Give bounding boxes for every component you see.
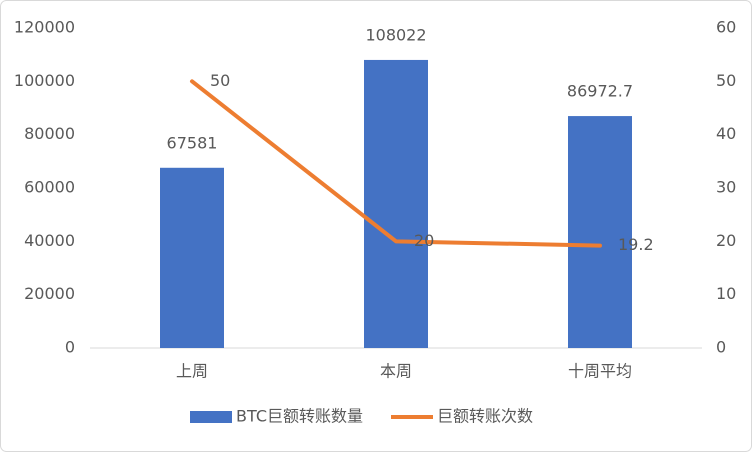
legend-label: BTC巨额转账数量 [236,407,363,426]
y2-tick-label: 20 [716,231,736,250]
x-tick-label: 上周 [176,362,208,381]
data-label: 67581 [167,133,218,152]
y2-tick-label: 0 [716,338,726,357]
x-tick-label: 十周平均 [568,362,632,381]
y-tick-label: 100000 [14,71,75,90]
data-label: 20 [414,231,434,250]
data-label: 108022 [365,25,426,44]
y-tick-label: 40000 [24,231,75,250]
legend-label: 巨额转账次数 [437,407,533,426]
y2-tick-label: 30 [716,178,736,197]
y2-tick-label: 50 [716,71,736,90]
bar [568,116,632,348]
line [190,79,602,248]
bar [160,167,224,348]
y2-tick-label: 60 [716,18,736,37]
x-tick-label: 本周 [380,362,412,381]
data-label: 50 [210,71,230,90]
y-tick-label: 80000 [24,124,75,143]
y2-tick-label: 10 [716,284,736,303]
y-tick-label: 60000 [24,178,75,197]
bar [364,59,428,348]
y-tick-label: 0 [65,338,75,357]
y-tick-label: 20000 [24,284,75,303]
data-label: 86972.7 [567,82,633,101]
y-tick-label: 120000 [14,18,75,37]
legend-swatch [190,411,232,423]
data-label: 19.2 [618,235,654,254]
y2-tick-label: 40 [716,124,736,143]
